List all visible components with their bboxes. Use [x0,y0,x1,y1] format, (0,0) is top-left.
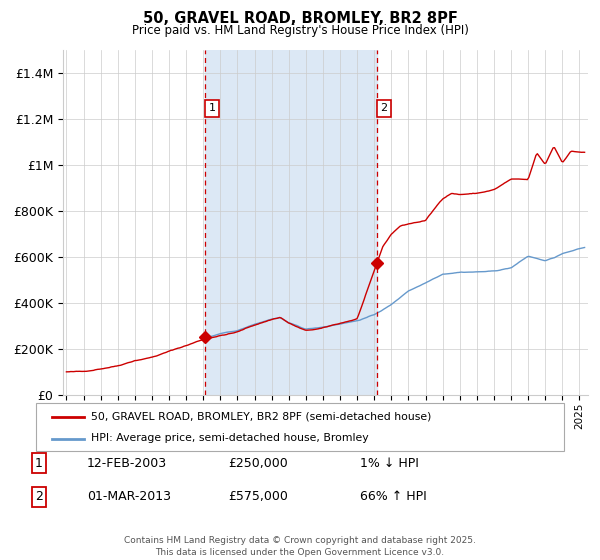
Text: £575,000: £575,000 [228,490,288,503]
Text: 1% ↓ HPI: 1% ↓ HPI [360,456,419,470]
Text: 50, GRAVEL ROAD, BROMLEY, BR2 8PF: 50, GRAVEL ROAD, BROMLEY, BR2 8PF [143,11,457,26]
Text: 66% ↑ HPI: 66% ↑ HPI [360,490,427,503]
Text: 2: 2 [380,103,388,113]
Text: 12-FEB-2003: 12-FEB-2003 [87,456,167,470]
Text: HPI: Average price, semi-detached house, Bromley: HPI: Average price, semi-detached house,… [91,433,369,443]
Text: 2: 2 [35,490,43,503]
Text: Price paid vs. HM Land Registry's House Price Index (HPI): Price paid vs. HM Land Registry's House … [131,24,469,36]
FancyBboxPatch shape [36,403,564,451]
Text: 50, GRAVEL ROAD, BROMLEY, BR2 8PF (semi-detached house): 50, GRAVEL ROAD, BROMLEY, BR2 8PF (semi-… [91,412,432,422]
Text: Contains HM Land Registry data © Crown copyright and database right 2025.
This d: Contains HM Land Registry data © Crown c… [124,536,476,557]
Text: 1: 1 [209,103,216,113]
Bar [205,50,377,395]
Text: 1: 1 [35,456,43,470]
Text: £250,000: £250,000 [228,456,288,470]
Text: 01-MAR-2013: 01-MAR-2013 [87,490,171,503]
